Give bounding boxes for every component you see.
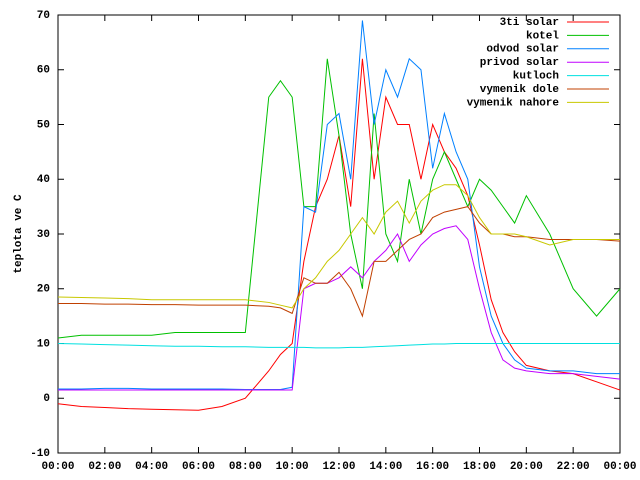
x-tick-label: 04:00 [135, 461, 168, 473]
legend-label: odvod solar [486, 44, 559, 56]
y-tick-label: 50 [37, 119, 50, 131]
legend-label: 3ti solar [500, 17, 559, 29]
x-tick-label: 12:00 [322, 461, 355, 473]
legend-label: vymenik nahore [467, 97, 560, 109]
legend-label: vymenik dole [480, 84, 560, 96]
legend-label: privod solar [480, 57, 559, 69]
legend-label: kotel [526, 30, 559, 42]
y-tick-label: 60 [37, 65, 50, 77]
legend-label: kutloch [513, 71, 559, 83]
y-tick-label: 40 [37, 174, 50, 186]
x-tick-label: 22:00 [557, 461, 590, 473]
y-tick-label: 30 [37, 229, 50, 241]
y-tick-label: 20 [37, 284, 50, 296]
series-line [57, 184, 620, 309]
x-tick-label: 20:00 [510, 461, 543, 473]
y-tick-label: 70 [37, 10, 50, 22]
x-tick-label: 18:00 [463, 461, 496, 473]
x-tick-label: 10:00 [276, 461, 309, 473]
x-tick-label: 14:00 [369, 461, 402, 473]
x-tick-label: 00:00 [41, 461, 74, 473]
x-tick-label: 00:00 [603, 461, 636, 473]
y-tick-label: -10 [30, 448, 50, 460]
y-tick-label: 0 [43, 393, 50, 405]
series-line [58, 20, 620, 390]
y-axis-label: teplota ve C [13, 194, 25, 274]
y-tick-label: 10 [37, 338, 50, 350]
series-line [57, 58, 621, 339]
series-line [57, 343, 620, 349]
x-tick-label: 02:00 [88, 461, 121, 473]
series-line [57, 58, 621, 411]
x-tick-label: 16:00 [416, 461, 449, 473]
x-tick-label: 06:00 [182, 461, 215, 473]
x-tick-label: 08:00 [229, 461, 262, 473]
series-line [58, 225, 621, 391]
